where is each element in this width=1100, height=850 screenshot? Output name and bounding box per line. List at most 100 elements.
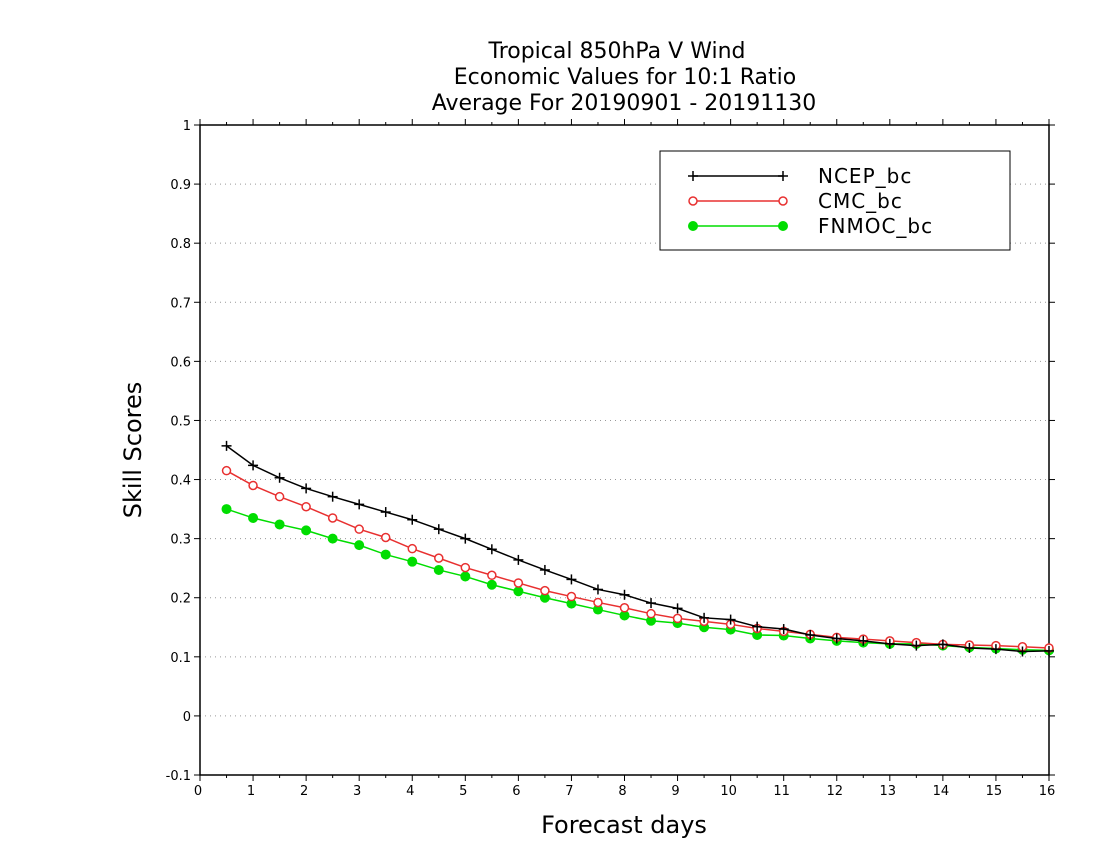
y-tick-label: 0.6	[170, 355, 191, 370]
data-point	[354, 499, 365, 510]
data-point	[460, 571, 471, 582]
data-point	[513, 586, 524, 597]
data-point	[301, 525, 312, 536]
x-tick-label: 14	[933, 784, 950, 799]
data-point	[354, 524, 364, 534]
chart-title: Tropical 850hPa V Wind Economic Values f…	[432, 39, 817, 116]
legend-label: CMC_bc	[818, 189, 903, 213]
data-point	[699, 612, 710, 623]
legend-marker	[688, 196, 698, 206]
y-tick-label: 1	[183, 119, 191, 134]
data-point	[460, 533, 471, 544]
x-tick-label: 12	[826, 784, 843, 799]
series-CMC_bc	[221, 465, 1054, 653]
data-point	[884, 638, 895, 649]
x-tick-label: 1	[247, 784, 255, 799]
data-point	[593, 597, 603, 608]
x-tick-label: 6	[512, 784, 520, 799]
data-point	[805, 629, 816, 640]
data-point	[964, 642, 975, 653]
data-point	[592, 584, 603, 595]
y-tick-label: 0	[183, 710, 191, 725]
y-tick-label: 0.3	[170, 533, 191, 548]
data-point	[1044, 645, 1054, 656]
data-point	[354, 540, 365, 551]
x-tick-label: 11	[773, 784, 790, 799]
data-point	[433, 564, 444, 575]
data-point	[221, 440, 232, 451]
data-point	[566, 574, 577, 585]
chart-title-line-2: Economic Values for 10:1 Ratio	[454, 65, 796, 90]
data-point	[248, 512, 259, 523]
data-point	[221, 465, 232, 476]
data-point	[1017, 646, 1028, 657]
data-point	[433, 524, 444, 535]
x-tick-label: 0	[194, 784, 202, 799]
data-point	[248, 480, 258, 491]
x-tick-label: 13	[880, 784, 897, 799]
data-point	[831, 633, 842, 644]
data-point	[513, 554, 524, 565]
y-tick-label: 0.9	[170, 178, 191, 193]
data-point	[937, 639, 948, 650]
y-tick-label: 0.8	[170, 237, 191, 252]
data-point	[380, 507, 391, 518]
legend-label: FNMOC_bc	[818, 214, 933, 238]
data-point	[672, 613, 683, 624]
y-tick-label: 0.5	[170, 414, 191, 429]
data-point	[327, 513, 338, 523]
data-point	[778, 624, 789, 635]
data-point	[460, 562, 471, 573]
data-point	[248, 460, 259, 471]
data-point	[646, 598, 657, 609]
x-tick-label: 4	[406, 784, 414, 799]
data-point	[327, 491, 338, 502]
data-point	[380, 549, 391, 560]
data-point	[274, 519, 285, 530]
data-point	[990, 644, 1001, 655]
legend-marker	[688, 221, 698, 231]
data-point	[407, 543, 417, 554]
y-tick-label: 0.1	[170, 651, 191, 666]
y-tick-label: 0.4	[170, 474, 191, 489]
legend-marker	[688, 171, 698, 181]
data-point	[725, 614, 736, 625]
x-axis-label: Forecast days	[541, 811, 707, 839]
x-tick-label: 8	[618, 784, 626, 799]
series-layer	[221, 440, 1054, 657]
data-point	[672, 603, 683, 614]
data-point	[486, 579, 497, 590]
data-point	[434, 553, 444, 563]
data-point	[619, 589, 630, 600]
data-point	[274, 472, 285, 483]
data-point	[380, 532, 391, 543]
data-point	[911, 640, 922, 651]
x-tick-label: 7	[565, 784, 573, 799]
data-point	[327, 533, 338, 544]
data-point	[752, 621, 763, 632]
legend-item: NCEP_bc	[688, 164, 911, 188]
y-tick-label: 0.7	[170, 296, 191, 311]
legend-marker	[778, 171, 788, 181]
x-tick-label: 9	[671, 784, 679, 799]
data-point	[274, 491, 285, 502]
data-point	[566, 591, 577, 602]
data-point	[407, 514, 418, 525]
x-tick-label: 15	[986, 784, 1003, 799]
data-point	[486, 544, 497, 555]
data-point	[539, 564, 550, 575]
x-tick-label: 3	[353, 784, 361, 799]
data-point	[301, 501, 311, 512]
x-tick-label: 16	[1039, 784, 1056, 799]
data-point	[221, 504, 232, 515]
gridlines	[200, 183, 1049, 717]
series-line	[226, 445, 1050, 653]
x-tick-label: 10	[720, 784, 737, 799]
data-point	[407, 556, 418, 567]
series-FNMOC_bc	[221, 504, 1054, 656]
chart-title-line-3: Average For 20190901 - 20191130	[432, 91, 817, 116]
data-point	[513, 578, 524, 588]
x-tick-label: 2	[300, 784, 308, 799]
